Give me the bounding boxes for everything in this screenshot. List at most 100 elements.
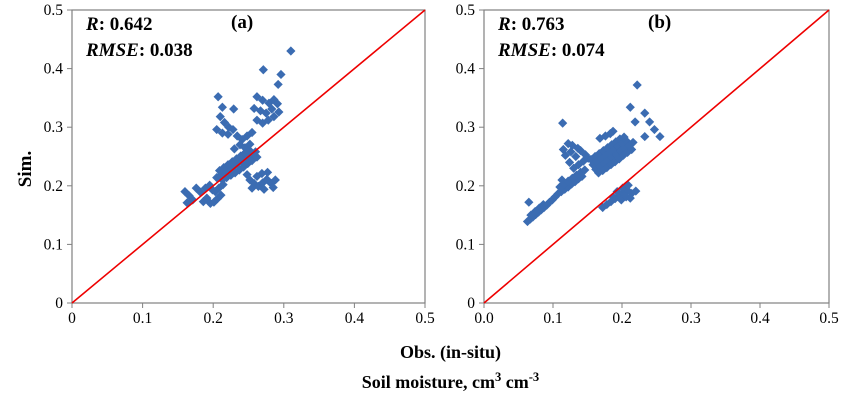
data-point xyxy=(261,108,271,118)
data-point xyxy=(252,92,262,102)
data-point xyxy=(611,137,621,147)
plot-border xyxy=(483,9,830,304)
data-point xyxy=(630,117,640,127)
rmse-value: : 0.038 xyxy=(138,40,193,61)
data-point xyxy=(563,139,573,149)
data-point xyxy=(245,139,255,149)
x-tick-label: 0.3 xyxy=(681,310,701,327)
x-tick-label: 0.4 xyxy=(345,310,365,327)
data-point xyxy=(628,137,638,148)
data-point xyxy=(593,168,604,178)
y-tick-label: 0.2 xyxy=(44,178,63,195)
data-point xyxy=(538,199,548,210)
x-tick-label: 0.3 xyxy=(274,310,294,327)
identity-line xyxy=(483,9,830,304)
data-point xyxy=(608,126,618,136)
data-point xyxy=(244,145,254,155)
y-axis-title: Sim. xyxy=(15,150,36,188)
y-tick-label: 0.3 xyxy=(456,119,476,136)
data-point xyxy=(229,104,239,114)
data-point xyxy=(609,144,619,155)
data-point xyxy=(611,150,622,160)
panel-a-rmse-stat: RMSE: 0.038 xyxy=(86,38,193,64)
data-point xyxy=(269,112,279,122)
data-point xyxy=(564,157,575,167)
data-point xyxy=(270,175,280,185)
data-point xyxy=(215,112,225,122)
panel-a-stats: R: 0.642 RMSE: 0.038 xyxy=(86,12,193,64)
data-point xyxy=(625,102,635,112)
x-tick-label: 0.5 xyxy=(819,310,839,327)
data-point xyxy=(253,181,263,191)
data-point xyxy=(566,147,576,157)
y-tick-label: 0.5 xyxy=(456,2,476,19)
y-tick-label: 0.1 xyxy=(456,236,475,253)
x-axis-title: Obs. (in-situ) xyxy=(399,342,502,362)
data-point xyxy=(608,192,618,202)
data-point xyxy=(596,154,606,164)
data-point xyxy=(595,133,605,143)
data-point xyxy=(259,184,269,194)
y-tick-label: 0.4 xyxy=(456,61,476,78)
data-point xyxy=(557,175,567,185)
data-point xyxy=(247,183,257,193)
data-point xyxy=(612,187,622,197)
panel-b-rmse-stat: RMSE: 0.074 xyxy=(498,38,605,64)
data-point xyxy=(229,144,239,154)
data-point xyxy=(272,99,283,109)
panel-b-stats: R: 0.763 RMSE: 0.074 xyxy=(498,12,605,64)
data-point xyxy=(252,152,262,162)
data-point xyxy=(573,143,583,153)
data-point xyxy=(615,134,625,144)
data-point xyxy=(576,167,586,177)
data-point xyxy=(592,157,602,167)
x-tick-label: 0.0 xyxy=(474,310,494,327)
panel-a-r-stat: R: 0.642 xyxy=(86,12,193,38)
x-axis-units: Soil moisture, cm3 cm-3 xyxy=(50,370,851,393)
panel-b-r-stat: R: 0.763 xyxy=(498,12,605,38)
data-point xyxy=(595,161,605,172)
data-point xyxy=(580,165,590,175)
data-point xyxy=(558,144,568,155)
data-point xyxy=(262,174,272,184)
panel-b-label: (b) xyxy=(648,12,672,33)
data-point xyxy=(276,69,286,80)
y-tick-label: 0.4 xyxy=(44,61,64,78)
data-point xyxy=(252,171,262,182)
data-point xyxy=(598,165,608,176)
data-point xyxy=(526,210,536,220)
rmse-label: RMSE xyxy=(498,40,551,61)
x-tick-label: 0.2 xyxy=(612,310,631,327)
data-point xyxy=(252,115,262,125)
y-tick-label: 0.5 xyxy=(44,2,64,19)
x-tick-label: 0.5 xyxy=(415,310,435,327)
data-point xyxy=(627,144,637,155)
data-point xyxy=(262,167,273,177)
data-point xyxy=(218,180,228,190)
data-point xyxy=(286,46,296,56)
r-value: : 0.642 xyxy=(98,14,153,35)
rmse-value: : 0.074 xyxy=(550,40,605,61)
units-text: Soil moisture, cm xyxy=(361,372,495,392)
units-sup-1: 3 xyxy=(494,370,502,384)
data-point xyxy=(655,131,665,142)
data-point xyxy=(649,124,660,135)
panel-a-label: (a) xyxy=(231,12,254,33)
data-point xyxy=(625,193,635,203)
data-point xyxy=(258,95,268,105)
data-point xyxy=(269,95,279,105)
data-point xyxy=(640,131,650,142)
units-sup-2: -3 xyxy=(528,370,540,384)
data-point xyxy=(631,186,641,196)
units-text-2: cm xyxy=(501,372,529,392)
data-point xyxy=(614,154,624,164)
data-point xyxy=(594,148,604,159)
data-point xyxy=(249,103,259,114)
data-point xyxy=(228,124,238,135)
y-tick-label: 0 xyxy=(467,295,475,312)
data-point xyxy=(571,151,581,162)
identity-line xyxy=(71,9,426,304)
data-point xyxy=(267,104,277,114)
